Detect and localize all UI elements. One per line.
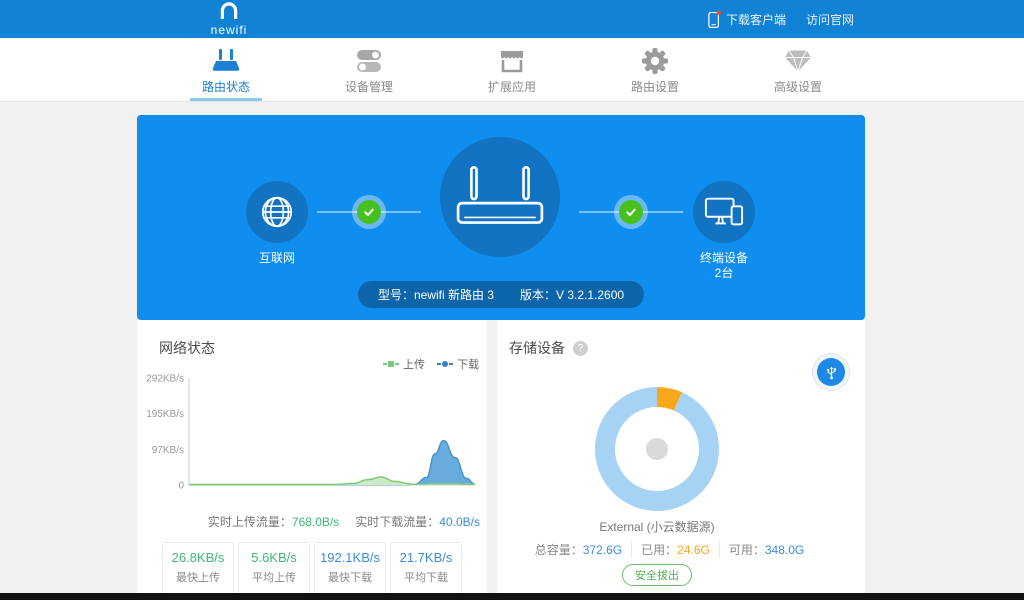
gear-icon <box>642 48 668 74</box>
devices-count: 2台 <box>714 266 734 280</box>
official-site-link[interactable]: 访问官网 <box>806 11 854 28</box>
tab-router-status[interactable]: 路由状态 <box>155 38 298 101</box>
usb-device-button[interactable] <box>817 358 845 386</box>
toggles-icon <box>357 50 381 72</box>
traffic-area-chart: 292KB/s 195KB/s 97KB/s 0 <box>146 374 476 492</box>
bottom-black-bar <box>0 593 1024 600</box>
main-nav: 路由状态 设备管理 扩展应用 <box>0 38 1024 102</box>
globe-icon <box>261 196 293 228</box>
devices-node: 终端设备 2台 <box>679 181 769 281</box>
tab-router-settings[interactable]: 路由设置 <box>584 38 727 101</box>
tab-label: 路由状态 <box>201 80 250 94</box>
internet-node: 互联网 <box>232 181 322 266</box>
diamond-icon <box>785 50 811 72</box>
chart-legend: 上传 下载 <box>383 356 479 372</box>
realtime-download: 实时下载流量：40.0B/s <box>355 515 480 529</box>
stat-average-download: 21.7KB/s 平均下载 <box>390 542 462 595</box>
connection-hero: 互联网 <box>137 115 865 320</box>
stat-fastest-download: 192.1KB/s 最快下载 <box>314 542 386 595</box>
active-tab-underline <box>190 98 262 101</box>
download-client-label: 下载客户端 <box>725 12 786 27</box>
tab-label: 扩展应用 <box>487 80 536 94</box>
notification-dot <box>716 9 722 15</box>
logo-text: newifi <box>210 23 248 37</box>
model-badge: 型号：newifi 新路由 3 版本：V 3.2.1.2600 <box>357 281 645 308</box>
devices-node-circle <box>693 181 755 243</box>
router-icon <box>212 49 240 71</box>
check-icon <box>357 200 381 224</box>
tab-label: 路由设置 <box>630 80 679 94</box>
svg-text:0: 0 <box>178 481 184 492</box>
capacity-used: 已用：24.6G <box>631 541 719 558</box>
usb-icon <box>826 365 836 379</box>
phone-icon <box>708 9 722 28</box>
svg-text:292KB/s: 292KB/s <box>146 374 184 385</box>
router-node-circle <box>440 137 560 257</box>
tab-extended-apps[interactable]: 扩展应用 <box>441 38 584 101</box>
capacity-total: 总容量：372.6G <box>534 543 623 557</box>
model-label: 型号：newifi 新路由 3 <box>377 288 494 302</box>
help-icon[interactable]: ? <box>573 340 588 356</box>
logo-n-icon <box>220 2 238 21</box>
topbar-links: 下载客户端 访问官网 <box>708 0 854 38</box>
router-device-icon <box>456 166 544 224</box>
storage-device-label: External (小云数据源) <box>599 520 715 534</box>
svg-text:195KB/s: 195KB/s <box>146 409 184 420</box>
internet-node-circle <box>246 181 308 243</box>
safe-eject-button[interactable]: 安全拔出 <box>622 564 692 586</box>
network-status-card: 网络状态 上传 下载 292KB/s 195KB/s 97KB/s 0 实时上传流量：… <box>137 320 487 595</box>
storage-card: 存储设备 ? External (小云数据源) 总容量：372.6G 已用：24… <box>497 320 865 593</box>
download-client-link[interactable]: 下载客户端 <box>708 9 786 29</box>
network-status-title: 网络状态 <box>159 340 215 356</box>
realtime-download-value: 40.0B/s <box>439 515 480 529</box>
tab-device-management[interactable]: 设备管理 <box>298 38 441 101</box>
realtime-upload-value: 768.0B/s <box>291 515 340 529</box>
realtime-traffic: 实时上传流量：768.0B/s 实时下载流量：40.0B/s <box>208 513 480 530</box>
eject-wrap: 安全拔出 <box>497 564 817 586</box>
legend-upload[interactable]: 上传 <box>383 356 425 372</box>
check-icon <box>619 200 643 224</box>
devices-icon <box>704 197 744 226</box>
internet-label: 互联网 <box>258 251 295 265</box>
tab-label: 高级设置 <box>773 80 822 94</box>
topbar: newifi 下载客户端 访问官网 <box>0 0 1024 38</box>
traffic-stats-row: 26.8KB/s 最快上传 5.6KB/s 平均上传 192.1KB/s 最快下… <box>162 542 462 595</box>
version-label: 版本：V 3.2.1.2600 <box>519 288 625 302</box>
tab-label: 设备管理 <box>344 80 393 94</box>
newifi-logo: newifi <box>204 2 254 37</box>
storage-donut-chart <box>595 387 719 511</box>
stat-average-upload: 5.6KB/s 平均上传 <box>238 542 310 595</box>
svg-text:97KB/s: 97KB/s <box>152 445 184 456</box>
capacity-free: 可用：348.0G <box>718 541 813 558</box>
realtime-upload: 实时上传流量：768.0B/s <box>207 515 340 529</box>
devices-label: 终端设备 2台 <box>699 251 748 280</box>
storage-title: 存储设备 <box>509 340 565 356</box>
storage-title-row: 存储设备 ? <box>509 338 588 358</box>
store-icon <box>501 51 523 73</box>
capacity-row: 总容量：372.6G 已用：24.6G 可用：348.0G <box>497 541 842 558</box>
legend-download[interactable]: 下载 <box>437 356 479 372</box>
official-site-label: 访问官网 <box>805 12 854 27</box>
tab-advanced-settings[interactable]: 高级设置 <box>727 38 870 101</box>
stat-fastest-upload: 26.8KB/s 最快上传 <box>162 542 234 595</box>
